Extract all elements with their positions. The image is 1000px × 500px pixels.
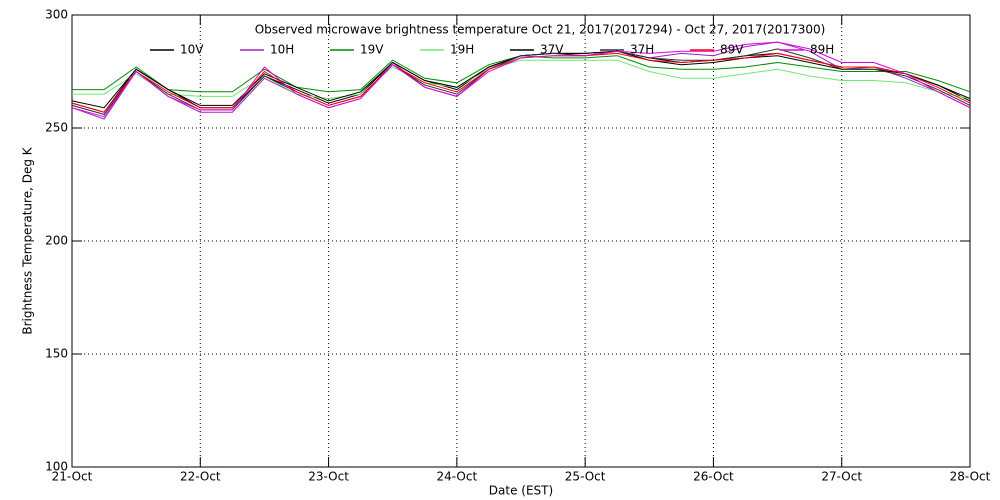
legend-label: 89H (810, 43, 834, 57)
legend-label: 19H (450, 43, 474, 57)
legend-label: 37V (540, 43, 564, 57)
y-axis-label: Brightness Temperature, Deg K (21, 146, 35, 334)
series-line (71, 41, 971, 118)
x-tick-label: 23-Oct (308, 470, 349, 484)
y-tick-label: 300 (45, 8, 68, 22)
x-tick-label: 21-Oct (52, 470, 93, 484)
legend-label: 89V (720, 43, 744, 57)
series-line (72, 59, 971, 100)
x-axis-label: Date (EST) (489, 484, 553, 498)
legend-label: 37H (630, 43, 654, 57)
x-tick-label: 22-Oct (180, 470, 221, 484)
x-tick-label: 26-Oct (693, 470, 734, 484)
series-line (72, 55, 971, 93)
y-tick-label: 250 (45, 121, 68, 135)
chart-title: Observed microwave brightness temperatur… (255, 23, 826, 37)
y-tick-label: 150 (45, 347, 68, 361)
legend-label: 10V (180, 43, 204, 57)
x-tick-label: 25-Oct (565, 470, 606, 484)
legend-label: 10H (270, 43, 294, 57)
x-tick-label: 27-Oct (821, 470, 862, 484)
x-tick-label: 24-Oct (437, 470, 478, 484)
legend-label: 19V (360, 43, 384, 57)
x-tick-label: 28-Oct (950, 470, 991, 484)
y-tick-label: 200 (45, 234, 68, 248)
series-line (71, 52, 971, 113)
series-line (71, 48, 971, 115)
y-tick-label: 100 (45, 460, 68, 474)
